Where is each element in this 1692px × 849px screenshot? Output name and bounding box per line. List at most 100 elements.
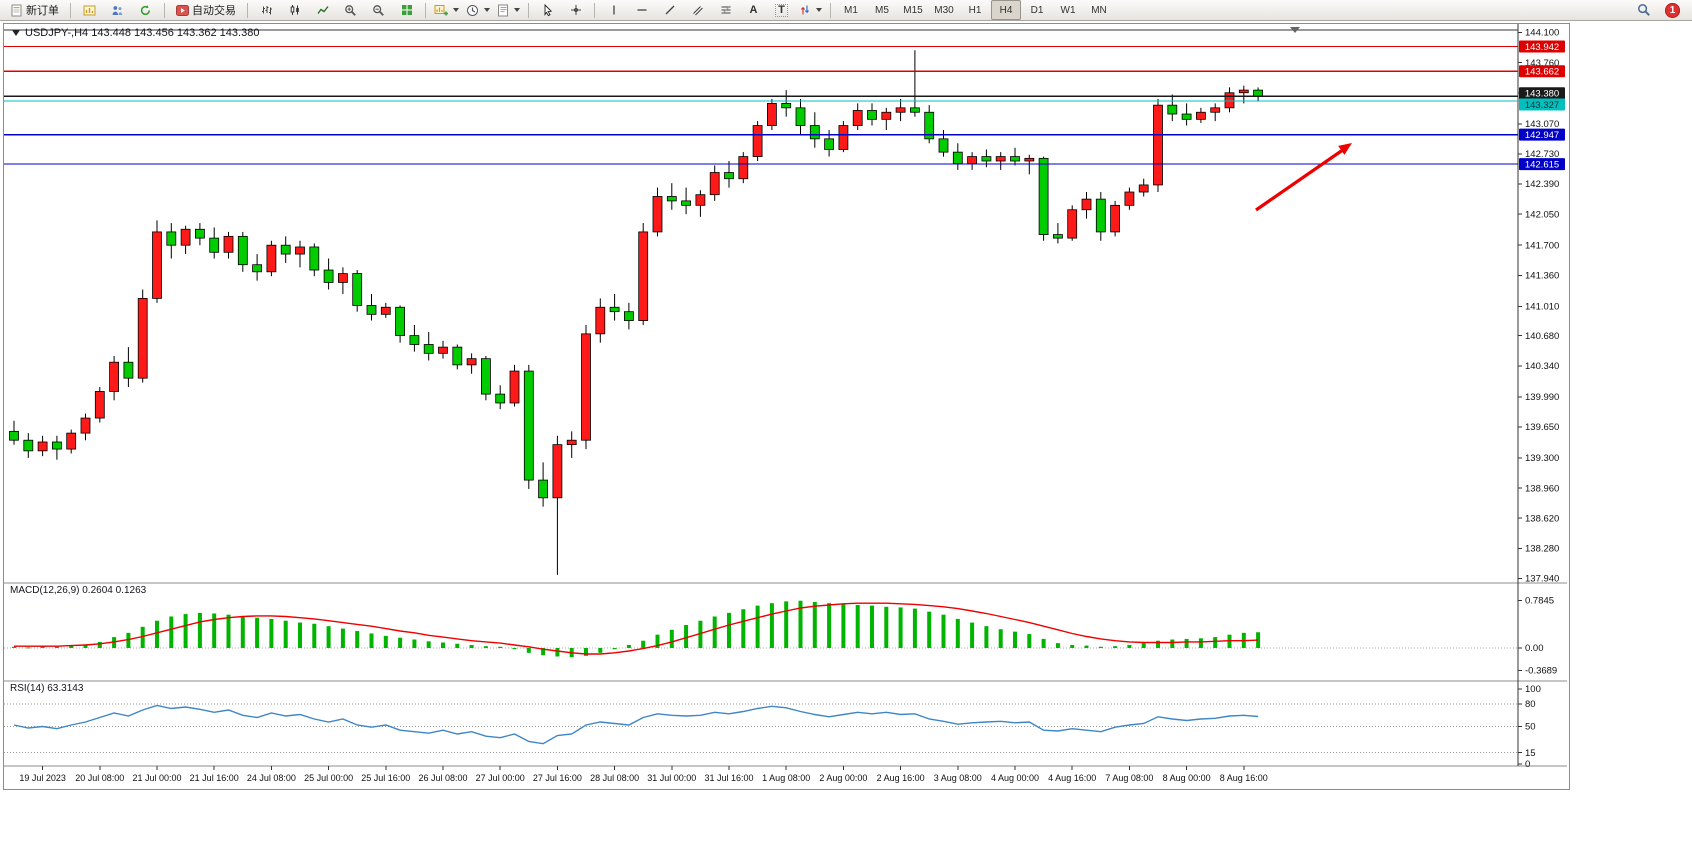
bullish-candle bbox=[509, 370, 520, 404]
toolbar-separator bbox=[830, 2, 831, 18]
time-axis[interactable]: 19 Jul 2023 20 Jul 08:00 21 Jul 00:00 21 Ju… bbox=[19, 766, 1268, 783]
candlestick-type-button[interactable] bbox=[281, 0, 308, 20]
time-axis-label: 27 Jul 16:00 bbox=[533, 773, 582, 783]
bullish-candle bbox=[295, 246, 305, 255]
macd-histogram-bar bbox=[1027, 634, 1032, 648]
bullish-candle bbox=[709, 172, 720, 196]
charts-button[interactable] bbox=[76, 0, 103, 20]
macd-histogram-bar bbox=[355, 631, 360, 648]
macd-histogram-bar bbox=[269, 618, 274, 648]
timeframe-button-m1[interactable]: M1 bbox=[844, 4, 858, 16]
trendline-tool-button[interactable] bbox=[656, 0, 683, 20]
time-axis-label: 20 Jul 08:00 bbox=[75, 773, 124, 783]
search-button[interactable] bbox=[1630, 0, 1657, 20]
macd-histogram-bar bbox=[498, 646, 503, 648]
timeframe-button-d1[interactable]: D1 bbox=[1030, 4, 1044, 16]
bullish-candle bbox=[1138, 184, 1149, 193]
bearish-candle bbox=[123, 361, 134, 379]
bullish-candle bbox=[466, 358, 477, 366]
label-tool-button[interactable]: T bbox=[768, 0, 795, 20]
timeframe-group: M1 M5 M15 M30 H1 H4 D1 W1 MN bbox=[836, 0, 1114, 20]
notification-badge[interactable]: 1 bbox=[1665, 2, 1680, 18]
timeframe-button-m5[interactable]: M5 bbox=[875, 4, 889, 16]
macd-histogram-bar bbox=[684, 624, 689, 648]
cursor-button[interactable] bbox=[534, 0, 561, 20]
new-chart-button[interactable] bbox=[431, 0, 462, 20]
macd-histogram-bar bbox=[1041, 638, 1046, 648]
macd-histogram-bar bbox=[283, 620, 288, 648]
crosshair-button[interactable] bbox=[562, 0, 589, 20]
timeframe-button-m30[interactable]: M30 bbox=[934, 4, 954, 16]
candlestick-icon bbox=[289, 4, 301, 16]
timeframe-button-m15[interactable]: M15 bbox=[903, 4, 923, 16]
bearish-candle bbox=[280, 244, 291, 255]
price-tick-label: 139.990 bbox=[1525, 392, 1559, 403]
chart-shift-marker-icon[interactable] bbox=[1290, 27, 1300, 33]
bullish-candle bbox=[180, 228, 191, 246]
bullish-candle bbox=[566, 439, 577, 446]
trend-arrow[interactable] bbox=[1255, 143, 1352, 212]
autotrading-button[interactable]: 自动交易 bbox=[170, 0, 242, 20]
time-axis-label: 25 Jul 00:00 bbox=[304, 773, 353, 783]
zoom-in-button[interactable] bbox=[337, 0, 364, 20]
line-chart-type-button[interactable] bbox=[309, 0, 336, 20]
bearish-candle bbox=[237, 235, 248, 266]
macd-histogram-bar bbox=[827, 603, 832, 648]
bullish-candle bbox=[881, 111, 892, 120]
bullish-candle bbox=[1124, 191, 1135, 206]
refresh-button[interactable] bbox=[132, 0, 159, 20]
vertical-line-tool-button[interactable] bbox=[600, 0, 627, 20]
bullish-candle bbox=[337, 273, 348, 283]
macd-histogram-bar bbox=[455, 643, 460, 648]
text-tool-button[interactable]: A bbox=[740, 0, 767, 20]
bearish-candle bbox=[366, 305, 377, 315]
chart-canvas[interactable]: 144.100143.760143.420143.070142.730142.3… bbox=[4, 24, 1567, 787]
price-scale[interactable]: 144.100143.760143.420143.070142.730142.3… bbox=[1518, 28, 1559, 585]
bearish-candle bbox=[452, 346, 463, 366]
rsi-indicator-label: RSI(14) 63.3143 bbox=[10, 683, 84, 694]
line-chart-icon bbox=[316, 4, 329, 16]
search-icon bbox=[1637, 3, 1651, 17]
bearish-candle bbox=[9, 430, 19, 441]
channel-tool-button[interactable] bbox=[684, 0, 711, 20]
timeframe-button-h4[interactable]: H4 bbox=[991, 0, 1021, 20]
trend-arrow-head-icon bbox=[1338, 143, 1352, 155]
bullish-candle bbox=[1210, 107, 1221, 113]
tile-windows-button[interactable] bbox=[393, 0, 420, 20]
symbol-ohlc-text: USDJPY-,H4 143.448 143.456 143.362 143.3… bbox=[25, 27, 260, 39]
bullish-candle bbox=[652, 196, 663, 233]
bearish-candle bbox=[1038, 157, 1049, 235]
period-button[interactable] bbox=[463, 0, 493, 20]
macd-panel: 0.7845 0.00 -0.3689 bbox=[4, 596, 1557, 677]
timeframe-button-mn[interactable]: MN bbox=[1091, 4, 1107, 16]
timeframe-button-h1[interactable]: H1 bbox=[968, 4, 982, 16]
bar-chart-type-button[interactable] bbox=[253, 0, 280, 20]
horizontal-line-tool-button[interactable] bbox=[628, 0, 655, 20]
toolbar-separator bbox=[594, 2, 595, 18]
time-axis-label: 4 Aug 00:00 bbox=[991, 773, 1039, 783]
zoom-out-button[interactable] bbox=[365, 0, 392, 20]
bullish-candle bbox=[852, 110, 863, 126]
macd-histogram-bar bbox=[54, 646, 59, 648]
bullish-candle bbox=[1081, 198, 1092, 211]
macd-histogram-bar bbox=[941, 614, 946, 648]
new-order-button[interactable]: 新订单 bbox=[4, 0, 65, 20]
macd-signal-line bbox=[14, 602, 1259, 655]
templates-button[interactable] bbox=[494, 0, 523, 20]
macd-histogram-bar bbox=[555, 647, 560, 657]
timeframe-button-w1[interactable]: W1 bbox=[1060, 4, 1076, 16]
price-level-lines[interactable] bbox=[4, 45, 1518, 165]
macd-histogram-bar bbox=[641, 640, 646, 648]
profiles-button[interactable] bbox=[104, 0, 131, 20]
arrows-tool-button[interactable] bbox=[796, 0, 825, 20]
macd-histogram-bar bbox=[126, 632, 131, 648]
fibonacci-tool-button[interactable] bbox=[712, 0, 739, 20]
price-level-badge bbox=[1519, 128, 1565, 141]
dropdown-caret-icon bbox=[453, 8, 459, 12]
bullish-candle bbox=[266, 244, 277, 273]
macd-histogram-bar bbox=[383, 635, 388, 648]
bearish-candle bbox=[209, 237, 220, 253]
bullish-candle bbox=[595, 306, 606, 335]
new-order-icon bbox=[10, 4, 23, 17]
price-tick-label: 143.760 bbox=[1525, 58, 1559, 69]
